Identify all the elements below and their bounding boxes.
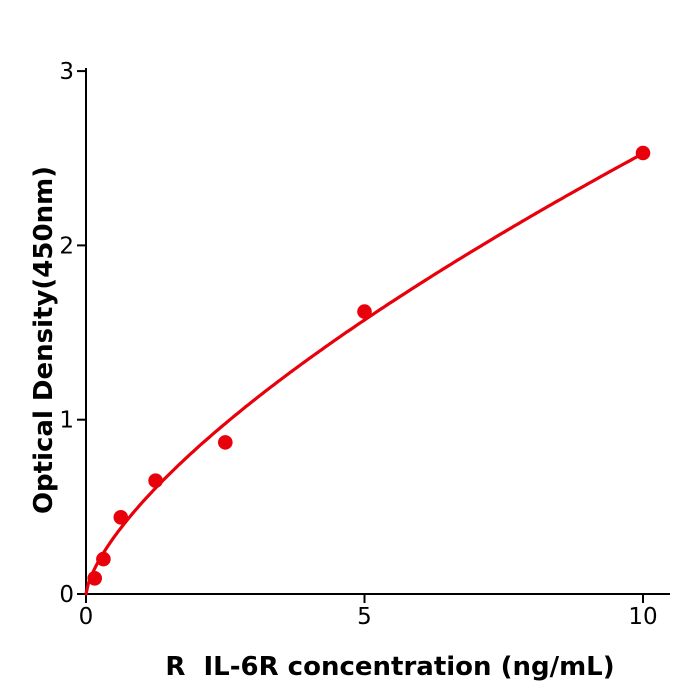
- x-tick-label: 0: [79, 604, 94, 630]
- x-tick-label: 10: [628, 604, 657, 630]
- tick-marks: [77, 70, 644, 603]
- data-points-group: [87, 145, 651, 586]
- x-axis-label: R IL-6R concentration (ng/mL): [165, 652, 615, 682]
- tick-labels: 0 5 10 0 1 2 3: [59, 59, 657, 630]
- fit-curve-group: [84, 151, 645, 596]
- data-point: [96, 551, 111, 567]
- y-tick-label: 0: [59, 582, 74, 608]
- data-point: [87, 571, 102, 586]
- data-point: [635, 145, 651, 161]
- y-tick-label: 1: [59, 408, 74, 434]
- data-point: [148, 473, 163, 489]
- data-point: [218, 435, 233, 450]
- y-axis-label: Optical Density(450nm): [29, 165, 59, 515]
- x-tick-label: 5: [357, 604, 372, 630]
- axes: [85, 68, 670, 595]
- data-point: [113, 510, 129, 525]
- data-point: [357, 304, 372, 319]
- y-tick-label: 2: [59, 233, 74, 259]
- fit-curve: [84, 151, 645, 596]
- y-tick-label: 3: [59, 59, 74, 85]
